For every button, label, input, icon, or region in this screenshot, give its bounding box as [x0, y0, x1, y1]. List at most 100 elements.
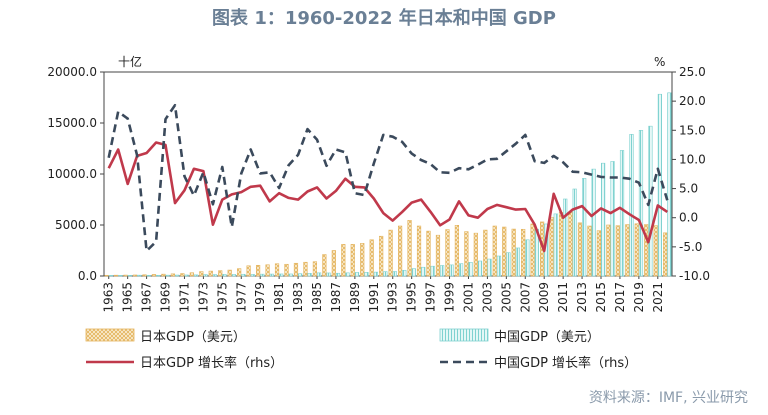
- x-tick-label: 2019: [632, 282, 646, 313]
- china-gdp-bar: [496, 255, 502, 277]
- x-tick-label: 1965: [121, 282, 135, 313]
- right-tick-label: 10.0: [679, 152, 706, 166]
- japan-gdp-bar: [246, 265, 251, 277]
- japan-gdp-bar: [596, 230, 601, 277]
- japan-gdp-bar: [114, 274, 119, 277]
- japan-gdp-bar: [199, 271, 204, 277]
- china-gdp-bar: [156, 274, 161, 277]
- japan-gdp-bar: [644, 224, 649, 277]
- china-gdp-bar: [165, 274, 170, 277]
- japan-gdp-bar: [426, 230, 431, 277]
- china-gdp-bar: [525, 239, 530, 277]
- source-note: 资料来源：IMF, 兴业研究: [588, 390, 748, 406]
- china-gdp-bar: [269, 273, 274, 277]
- x-tick-label: 1985: [310, 282, 324, 313]
- right-tick-label: 15.0: [679, 123, 706, 137]
- x-tick-label: 1997: [424, 282, 438, 313]
- x-tick-label: 1967: [140, 282, 154, 313]
- right-tick-label: 5.0: [679, 182, 698, 196]
- x-tick-label: 1963: [102, 282, 116, 313]
- right-tick-label: 0.0: [679, 211, 698, 225]
- japan-gdp-bar: [416, 225, 422, 277]
- china-gdp-bar: [591, 168, 596, 277]
- x-tick-label: 2001: [461, 282, 475, 313]
- china-gdp-bar: [421, 266, 426, 277]
- china-gdp-bar: [175, 274, 180, 277]
- japan-gdp-bar: [511, 228, 516, 277]
- japan-gdp-bar: [558, 212, 564, 277]
- china-gdp-bar: [449, 264, 454, 277]
- x-tick-label: 1995: [405, 282, 419, 313]
- china-gdp-bar: [146, 274, 151, 277]
- x-tick-label: 1991: [367, 282, 381, 313]
- china-gdp-bar: [298, 273, 303, 277]
- china-gdp-bar: [108, 275, 113, 277]
- japan-gdp-bar: [218, 270, 223, 277]
- japan-gdp-bar: [435, 234, 441, 277]
- china-growth-line: [107, 103, 669, 253]
- china-gdp-bar: [619, 150, 625, 277]
- japan-gdp-bar: [151, 274, 157, 277]
- right-tick-label: 20.0: [679, 94, 706, 108]
- x-tick-label: 1977: [234, 282, 248, 313]
- japan-gdp-bar: [587, 225, 592, 277]
- china-gdp-bar: [118, 275, 123, 277]
- japan-gdp-bar: [577, 222, 583, 277]
- right-tick-label: 25.0: [679, 65, 706, 79]
- x-tick-label: 1969: [159, 282, 173, 313]
- china-gdp-bar: [354, 272, 360, 277]
- japan-gdp-bar: [379, 235, 384, 277]
- chart-title: 图表 1：1960-2022 年日本和中国 GDP: [212, 8, 556, 29]
- china-gdp-bar: [506, 252, 511, 277]
- japan-gdp-bar: [350, 244, 355, 277]
- x-tick-label: 1993: [386, 282, 400, 313]
- china-gdp-bar: [430, 265, 435, 277]
- japan-gdp-bar: [208, 270, 213, 277]
- japan-gdp-bar: [606, 224, 611, 277]
- legend-swatch: [439, 328, 489, 342]
- x-tick-label: 2003: [480, 282, 494, 313]
- japan-gdp-bar: [274, 263, 280, 277]
- japan-gdp-bar: [568, 211, 573, 277]
- japan-gdp-bar: [634, 223, 639, 277]
- china-gdp-bar: [373, 271, 378, 277]
- x-tick-label: 1979: [253, 282, 267, 313]
- china-gdp-bar: [458, 263, 464, 277]
- china-gdp-bar: [600, 162, 606, 277]
- china-gdp-bar: [402, 269, 407, 277]
- x-tick-label: 2005: [499, 282, 513, 313]
- left-tick-label: 10000.0: [47, 167, 97, 181]
- left-axis-unit: 十亿: [118, 54, 142, 69]
- japan-gdp-bar: [322, 254, 327, 277]
- japan-gdp-bar: [180, 273, 185, 277]
- japan-gdp-bar: [360, 243, 365, 277]
- right-tick-label: -10.0: [679, 269, 710, 283]
- japan-gdp-bar: [615, 225, 620, 277]
- japan-gdp-bar: [473, 232, 478, 277]
- legend-label: 中国GDP（美元）: [494, 330, 600, 345]
- japan-gdp-bar: [549, 216, 554, 277]
- japan-gdp-bar: [161, 273, 166, 277]
- legend-label: 日本GDP（美元）: [140, 330, 246, 345]
- japan-gdp-bar: [293, 262, 299, 277]
- x-tick-label: 2015: [594, 282, 608, 313]
- china-gdp-bar: [231, 274, 236, 277]
- china-gdp-bar: [127, 274, 132, 277]
- japan-gdp-bar: [331, 250, 336, 277]
- japan-gdp-bar: [521, 228, 526, 277]
- japan-gdp-bar: [625, 224, 630, 277]
- left-tick-label: 5000.0: [55, 218, 97, 232]
- x-tick-label: 2013: [575, 282, 589, 313]
- japan-gdp-bar: [227, 269, 232, 277]
- china-gdp-bar: [638, 130, 644, 277]
- china-gdp-bar: [629, 134, 634, 277]
- china-gdp-bar: [193, 274, 199, 277]
- japan-gdp-bar: [454, 225, 459, 277]
- japan-gdp-bar: [445, 229, 450, 277]
- x-tick-label: 1971: [177, 282, 191, 313]
- japan-gdp-bar: [369, 239, 374, 277]
- japan-gdp-bar: [492, 225, 497, 277]
- japan-gdp-bar: [170, 273, 175, 277]
- china-gdp-bar: [335, 272, 341, 277]
- japan-gdp-bar: [341, 244, 346, 277]
